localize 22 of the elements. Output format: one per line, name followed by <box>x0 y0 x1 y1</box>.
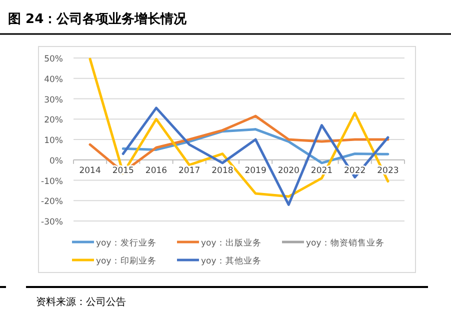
x-tick-label: 2019 <box>244 166 266 176</box>
y-tick-label: 40% <box>44 74 63 85</box>
x-tick-label: 2016 <box>145 166 168 176</box>
x-tick-label: 2020 <box>278 166 300 176</box>
y-tick-label: 50% <box>44 54 63 64</box>
legend-label: yoy：印刷业务 <box>96 256 156 266</box>
y-tick-label: 0% <box>50 156 63 166</box>
y-tick-label: -20% <box>41 197 63 208</box>
y-tick-label: 20% <box>44 116 63 126</box>
y-tick-label: 10% <box>44 136 63 146</box>
x-tick-label: 2014 <box>79 166 101 176</box>
x-tick-label: 2017 <box>178 166 200 176</box>
legend-label: yoy：发行业务 <box>96 238 156 248</box>
legend-label: yoy：物资销售业务 <box>306 238 384 248</box>
x-tick-label: 2018 <box>212 166 234 176</box>
legend-label: yoy：出版业务 <box>201 238 262 248</box>
text: 资料来源：公司公告 <box>36 296 126 308</box>
y-tick-label: -10% <box>41 176 63 187</box>
y-tick-label: 30% <box>44 95 63 106</box>
y-tick-label: -30% <box>41 218 63 228</box>
legend-label: yoy：其他业务 <box>201 256 262 266</box>
title: 图 24：公司各项业务增长情况 <box>8 12 187 27</box>
